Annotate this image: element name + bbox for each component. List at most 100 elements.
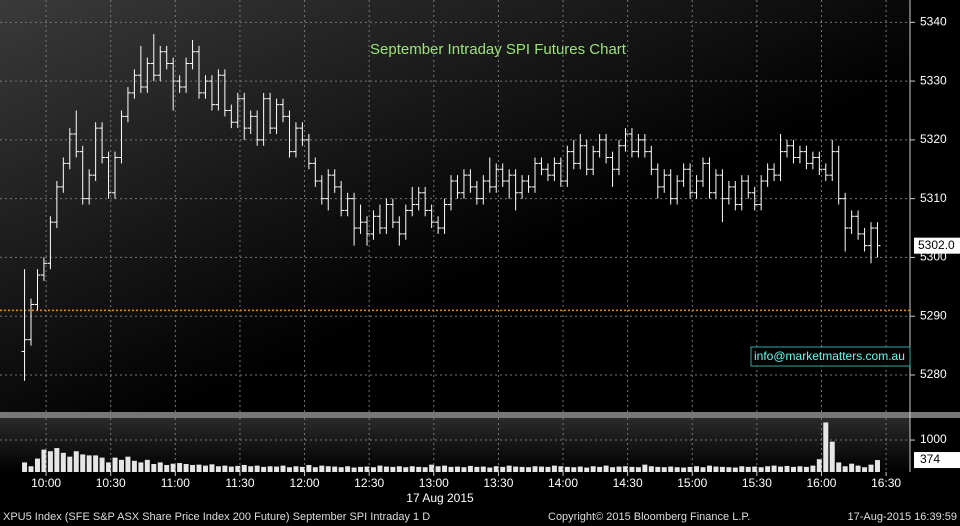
volume-bar — [54, 448, 60, 472]
volume-bar — [190, 464, 196, 472]
volume-bar — [862, 467, 868, 472]
volume-bar — [719, 466, 725, 472]
volume-bar — [254, 465, 260, 472]
volume-bar — [493, 466, 499, 472]
volume-bar — [241, 464, 247, 472]
volume-bar — [629, 466, 635, 472]
volume-bar — [635, 467, 641, 472]
y-tick-label: 5330 — [920, 73, 947, 87]
x-tick-label: 13:30 — [483, 476, 513, 490]
volume-bar — [597, 466, 603, 472]
volume-bar — [67, 456, 73, 472]
volume-bar — [726, 467, 732, 472]
volume-bar — [823, 422, 829, 472]
y-tick-label: 5340 — [920, 15, 947, 29]
y-tick-label: 5280 — [920, 367, 947, 381]
volume-bar — [610, 467, 616, 472]
volume-bar — [196, 464, 202, 472]
volume-bar — [325, 466, 331, 472]
volume-bar — [694, 466, 700, 472]
x-tick-label: 11:00 — [161, 476, 190, 490]
annotation-box — [750, 346, 911, 367]
volume-bar — [687, 466, 693, 472]
volume-bar — [99, 457, 105, 472]
volume-bar — [474, 466, 480, 472]
volume-bar — [454, 466, 460, 472]
volume-bar — [235, 465, 241, 472]
volume-bar — [732, 467, 738, 472]
volume-bar — [183, 464, 189, 472]
volume-bar — [435, 466, 441, 472]
volume-bar — [829, 441, 835, 472]
volume-bar — [125, 456, 131, 472]
volume-bar — [80, 454, 86, 472]
volume-bar — [28, 466, 34, 472]
volume-bar — [429, 464, 435, 472]
volume-bar — [34, 458, 40, 472]
footer-security: XPU5 Index (SFE S&P ASX Share Price Inde… — [3, 511, 430, 523]
volume-bar — [422, 467, 428, 472]
last-price-label: 5302.0 — [918, 238, 955, 252]
volume-bar — [519, 466, 525, 472]
y-tick-label: 1000 — [920, 432, 947, 446]
x-tick-label: 16:00 — [806, 476, 836, 490]
volume-bar — [138, 462, 144, 472]
volume-bar — [700, 467, 706, 472]
footer-timestamp: 17-Aug-2015 16:39:59 — [848, 511, 957, 523]
volume-bar — [177, 463, 183, 472]
volume-bar — [106, 462, 112, 472]
volume-bar — [41, 449, 47, 472]
x-tick-label: 10:00 — [31, 476, 61, 490]
volume-bar — [874, 460, 880, 472]
volume-bar — [487, 467, 493, 472]
volume-bar — [228, 466, 234, 472]
y-tick-label: 5320 — [920, 132, 947, 146]
x-tick-label: 14:30 — [613, 476, 643, 490]
volume-bar — [577, 466, 583, 472]
volume-bar — [467, 465, 473, 472]
volume-bar — [603, 465, 609, 472]
volume-bar — [803, 466, 809, 472]
volume-bar — [545, 466, 551, 472]
volume-bar — [403, 467, 409, 472]
volume-bar — [118, 459, 124, 472]
volume-bar — [73, 451, 79, 472]
volume-bar — [642, 464, 648, 472]
volume-bar — [409, 466, 415, 472]
volume-bar — [274, 466, 280, 472]
volume-bar — [248, 466, 254, 472]
volume-bar — [299, 466, 305, 472]
volume-bar — [668, 466, 674, 472]
volume-bar — [771, 465, 777, 472]
footer-copyright: Copyright© 2015 Bloomberg Finance L.P. — [548, 511, 750, 523]
volume-bar — [739, 466, 745, 472]
volume-bar — [674, 467, 680, 472]
panel-divider — [0, 412, 960, 418]
volume-bar — [60, 452, 66, 472]
volume-panel — [0, 418, 910, 472]
volume-bar — [745, 466, 751, 472]
volume-bar — [590, 466, 596, 472]
volume-bar — [312, 467, 318, 472]
volume-bar — [758, 467, 764, 472]
volume-bar — [564, 466, 570, 472]
volume-bar — [319, 465, 325, 472]
volume-bar — [584, 467, 590, 472]
volume-bar — [810, 465, 816, 472]
volume-bar — [209, 464, 215, 472]
last-price-box — [914, 237, 960, 254]
x-tick-label: 11:30 — [225, 476, 254, 490]
volume-bar — [286, 467, 292, 472]
volume-bar — [332, 466, 338, 472]
volume-bar — [215, 466, 221, 472]
volume-bar — [506, 465, 512, 472]
volume-bar — [532, 466, 538, 472]
volume-bar — [681, 467, 687, 472]
volume-bar — [526, 467, 532, 472]
volume-bar — [293, 466, 299, 472]
volume-bar — [849, 463, 855, 472]
volume-bar — [338, 467, 344, 472]
volume-bar — [112, 457, 118, 472]
volume-bar — [790, 466, 796, 472]
